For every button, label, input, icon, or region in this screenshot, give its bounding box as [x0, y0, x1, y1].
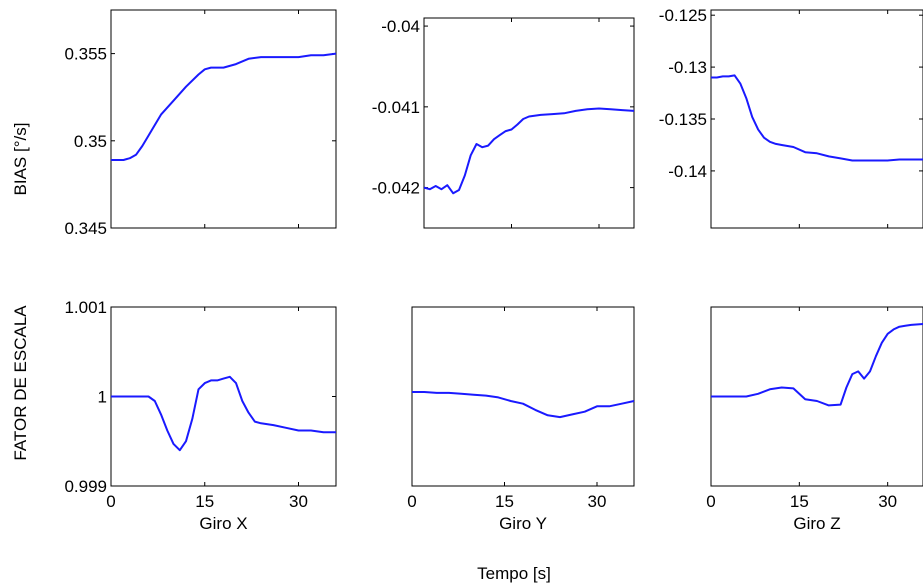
- subplot-0-1: -0.042 -0.041 -0.04: [372, 17, 635, 229]
- subplot-1-0: 0 15 30 0.999 1 1.001 Giro X: [64, 298, 337, 533]
- series-line: [711, 323, 923, 407]
- subplot-grid: 0.3450.350.355-0.042-0.041-0.04-0.14-0.1…: [64, 6, 923, 533]
- axes-frame: [411, 306, 635, 487]
- subplot-1-2: 0 15 30 Giro Z: [706, 306, 923, 533]
- x-tick-label: 0: [407, 492, 416, 511]
- axes-frame: [710, 9, 923, 229]
- y-tick-label: 0.345: [64, 219, 107, 238]
- x-tick-label: 0: [106, 492, 115, 511]
- series-line: [111, 375, 336, 452]
- x-tick-label: 30: [289, 492, 308, 511]
- common-xlabel: Tempo [s]: [477, 564, 551, 583]
- subplot-0-0: 0.345 0.35 0.355: [64, 9, 337, 238]
- y-tick-label: -0.135: [659, 110, 707, 129]
- x-tick-label: 15: [790, 492, 809, 511]
- y-tick-label: 0.35: [74, 132, 107, 151]
- y-tick-label: -0.041: [372, 98, 420, 117]
- series-line: [111, 52, 337, 161]
- x-axis-label: Giro Y: [499, 514, 547, 533]
- x-tick-label: 30: [878, 492, 897, 511]
- x-tick-label: 15: [495, 492, 514, 511]
- y-tick-label: -0.04: [381, 17, 420, 36]
- y-tick-label: -0.042: [372, 179, 420, 198]
- y-tick-label: 1: [98, 388, 107, 407]
- x-tick-label: 0: [706, 492, 715, 511]
- x-tick-label: 30: [588, 492, 607, 511]
- y-tick-label: -0.13: [668, 58, 707, 77]
- subplot-0-2: -0.14 -0.135 -0.13 -0.125: [659, 6, 923, 229]
- y-tick-label: 0.355: [64, 45, 107, 64]
- axes-frame: [110, 9, 337, 229]
- row-ylabel-fator-de-escala: FATOR DE ESCALA: [11, 305, 30, 461]
- series-line: [423, 107, 635, 195]
- x-axis-label: Giro X: [199, 514, 247, 533]
- series-line: [412, 391, 635, 419]
- x-axis-label: Giro Z: [793, 514, 840, 533]
- axes-frame: [423, 17, 635, 229]
- y-tick-label: -0.125: [659, 6, 707, 25]
- series-line: [711, 74, 923, 162]
- subplot-1-1: 0 15 30 Giro Y: [407, 306, 635, 533]
- y-tick-label: -0.14: [668, 162, 707, 181]
- x-tick-label: 15: [195, 492, 214, 511]
- row-ylabel-bias: BIAS [°/s]: [11, 123, 30, 196]
- y-tick-label: 0.999: [64, 477, 107, 496]
- y-tick-label: 1.001: [64, 298, 107, 317]
